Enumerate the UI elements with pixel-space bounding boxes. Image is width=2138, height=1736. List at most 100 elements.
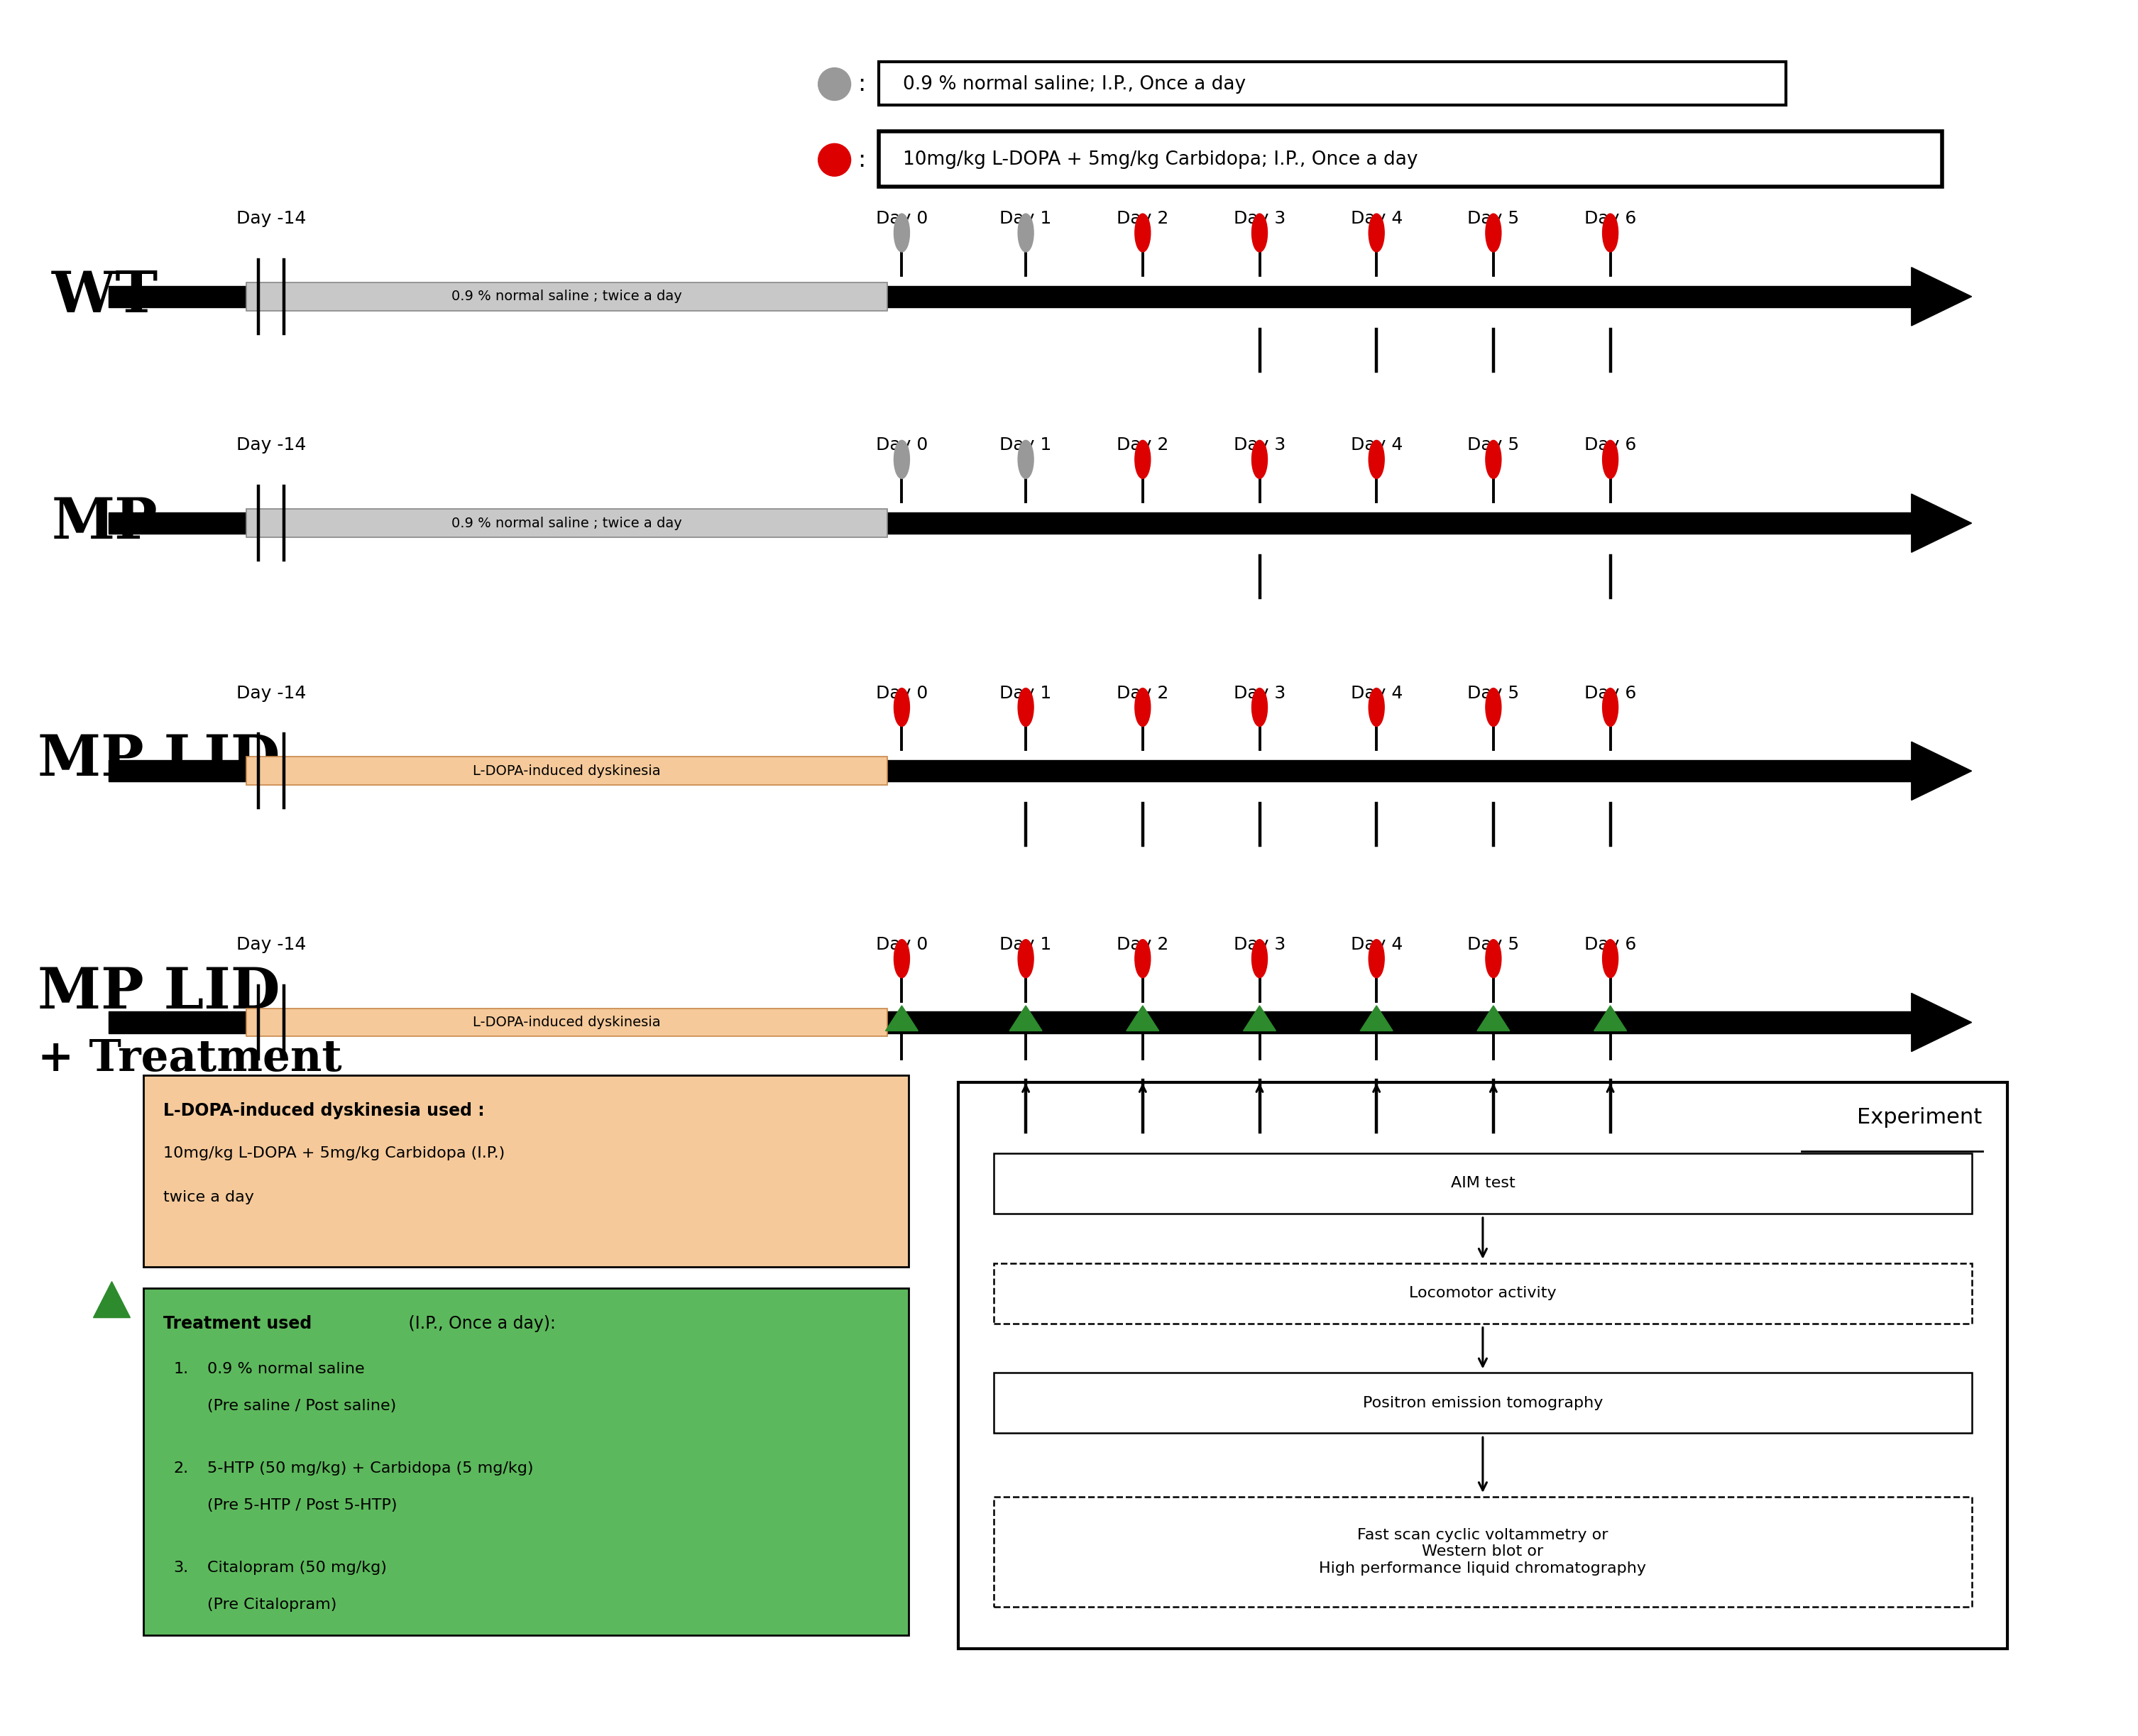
Text: MP LID: MP LID (36, 965, 280, 1021)
Ellipse shape (1604, 441, 1618, 479)
Ellipse shape (1018, 939, 1033, 977)
Text: Day 2: Day 2 (1116, 210, 1169, 227)
FancyBboxPatch shape (994, 1496, 1971, 1606)
Polygon shape (885, 1005, 917, 1031)
Ellipse shape (1368, 441, 1383, 479)
Text: Day 2: Day 2 (1116, 684, 1169, 701)
Text: Experiment: Experiment (1858, 1108, 1982, 1128)
Polygon shape (109, 1012, 1911, 1033)
Polygon shape (1911, 267, 1971, 326)
Text: + Treatment: + Treatment (36, 1038, 342, 1080)
Polygon shape (109, 760, 1911, 781)
Polygon shape (94, 1281, 130, 1318)
Ellipse shape (894, 214, 909, 252)
Text: Day 1: Day 1 (1001, 684, 1052, 701)
Ellipse shape (1368, 214, 1383, 252)
Text: Day -14: Day -14 (237, 437, 306, 453)
Text: Day 6: Day 6 (1584, 437, 1636, 453)
Text: (Pre 5-HTP / Post 5-HTP): (Pre 5-HTP / Post 5-HTP) (207, 1498, 398, 1512)
Text: Day 3: Day 3 (1234, 210, 1285, 227)
FancyBboxPatch shape (879, 61, 1785, 106)
FancyBboxPatch shape (246, 509, 887, 538)
Text: Day -14: Day -14 (237, 936, 306, 953)
Text: Day -14: Day -14 (237, 210, 306, 227)
Text: Day 6: Day 6 (1584, 936, 1636, 953)
Text: Locomotor activity: Locomotor activity (1409, 1286, 1556, 1300)
Text: 0.9 % normal saline: 0.9 % normal saline (207, 1363, 366, 1377)
Ellipse shape (1251, 214, 1268, 252)
Text: 0.9 % normal saline ; twice a day: 0.9 % normal saline ; twice a day (451, 290, 682, 304)
Text: (Pre Citalopram): (Pre Citalopram) (207, 1597, 338, 1611)
Ellipse shape (1251, 939, 1268, 977)
Text: Day 2: Day 2 (1116, 437, 1169, 453)
Text: Day 6: Day 6 (1584, 210, 1636, 227)
Ellipse shape (1486, 939, 1501, 977)
Polygon shape (109, 286, 1911, 307)
Text: Day 4: Day 4 (1351, 684, 1403, 701)
Text: Day 5: Day 5 (1467, 936, 1520, 953)
Polygon shape (1127, 1005, 1159, 1031)
Ellipse shape (1135, 939, 1150, 977)
Text: :: : (141, 1295, 150, 1319)
Text: 10mg/kg L-DOPA + 5mg/kg Carbidopa (I.P.): 10mg/kg L-DOPA + 5mg/kg Carbidopa (I.P.) (162, 1146, 505, 1160)
Text: WT: WT (51, 269, 158, 325)
FancyBboxPatch shape (246, 1009, 887, 1036)
Text: Day 4: Day 4 (1351, 437, 1403, 453)
Text: 0.9 % normal saline; I.P., Once a day: 0.9 % normal saline; I.P., Once a day (902, 75, 1246, 94)
Polygon shape (1911, 741, 1971, 800)
Text: L-DOPA-induced dyskinesia used :: L-DOPA-induced dyskinesia used : (162, 1102, 485, 1120)
FancyBboxPatch shape (879, 132, 1941, 187)
Text: Day 6: Day 6 (1584, 684, 1636, 701)
Text: Fast scan cyclic voltammetry or
Western blot or
High performance liquid chromato: Fast scan cyclic voltammetry or Western … (1319, 1528, 1646, 1575)
Text: Treatment used: Treatment used (162, 1314, 312, 1332)
Polygon shape (1477, 1005, 1509, 1031)
Text: AIM test: AIM test (1450, 1177, 1516, 1191)
Ellipse shape (1368, 687, 1383, 726)
Text: Day 0: Day 0 (877, 936, 928, 953)
Text: Day 5: Day 5 (1467, 684, 1520, 701)
FancyBboxPatch shape (994, 1264, 1971, 1323)
Text: Day 0: Day 0 (877, 210, 928, 227)
Ellipse shape (1604, 214, 1618, 252)
Text: twice a day: twice a day (162, 1191, 254, 1205)
Text: MP: MP (51, 495, 158, 550)
Circle shape (819, 68, 851, 101)
Ellipse shape (1486, 687, 1501, 726)
Text: Day 4: Day 4 (1351, 936, 1403, 953)
Text: Day -14: Day -14 (237, 684, 306, 701)
Ellipse shape (1018, 441, 1033, 479)
Polygon shape (109, 512, 1911, 535)
Circle shape (819, 144, 851, 175)
Text: Day 5: Day 5 (1467, 210, 1520, 227)
FancyBboxPatch shape (143, 1288, 909, 1635)
Polygon shape (1595, 1005, 1627, 1031)
Text: 3.: 3. (173, 1561, 188, 1575)
Ellipse shape (894, 687, 909, 726)
Ellipse shape (1135, 214, 1150, 252)
Text: 5-HTP (50 mg/kg) + Carbidopa (5 mg/kg): 5-HTP (50 mg/kg) + Carbidopa (5 mg/kg) (207, 1462, 534, 1476)
Text: (I.P., Once a day):: (I.P., Once a day): (402, 1314, 556, 1332)
Ellipse shape (1018, 687, 1033, 726)
Ellipse shape (1018, 214, 1033, 252)
Ellipse shape (1251, 687, 1268, 726)
Text: 1.: 1. (173, 1363, 188, 1377)
FancyBboxPatch shape (246, 283, 887, 311)
Text: L-DOPA-induced dyskinesia: L-DOPA-induced dyskinesia (472, 1016, 661, 1029)
Ellipse shape (894, 939, 909, 977)
FancyBboxPatch shape (994, 1153, 1971, 1213)
Polygon shape (1911, 495, 1971, 552)
Text: :: : (857, 148, 866, 172)
Text: Day 3: Day 3 (1234, 437, 1285, 453)
FancyBboxPatch shape (958, 1083, 2008, 1649)
Ellipse shape (894, 441, 909, 479)
Polygon shape (1009, 1005, 1041, 1031)
Polygon shape (1911, 993, 1971, 1052)
Text: 10mg/kg L-DOPA + 5mg/kg Carbidopa; I.P., Once a day: 10mg/kg L-DOPA + 5mg/kg Carbidopa; I.P.,… (902, 151, 1417, 168)
Text: L-DOPA-induced dyskinesia: L-DOPA-induced dyskinesia (472, 764, 661, 778)
FancyBboxPatch shape (143, 1076, 909, 1267)
Text: MP LID: MP LID (36, 733, 280, 788)
Text: Day 5: Day 5 (1467, 437, 1520, 453)
Ellipse shape (1486, 214, 1501, 252)
Text: Day 1: Day 1 (1001, 936, 1052, 953)
Text: :: : (857, 73, 866, 95)
